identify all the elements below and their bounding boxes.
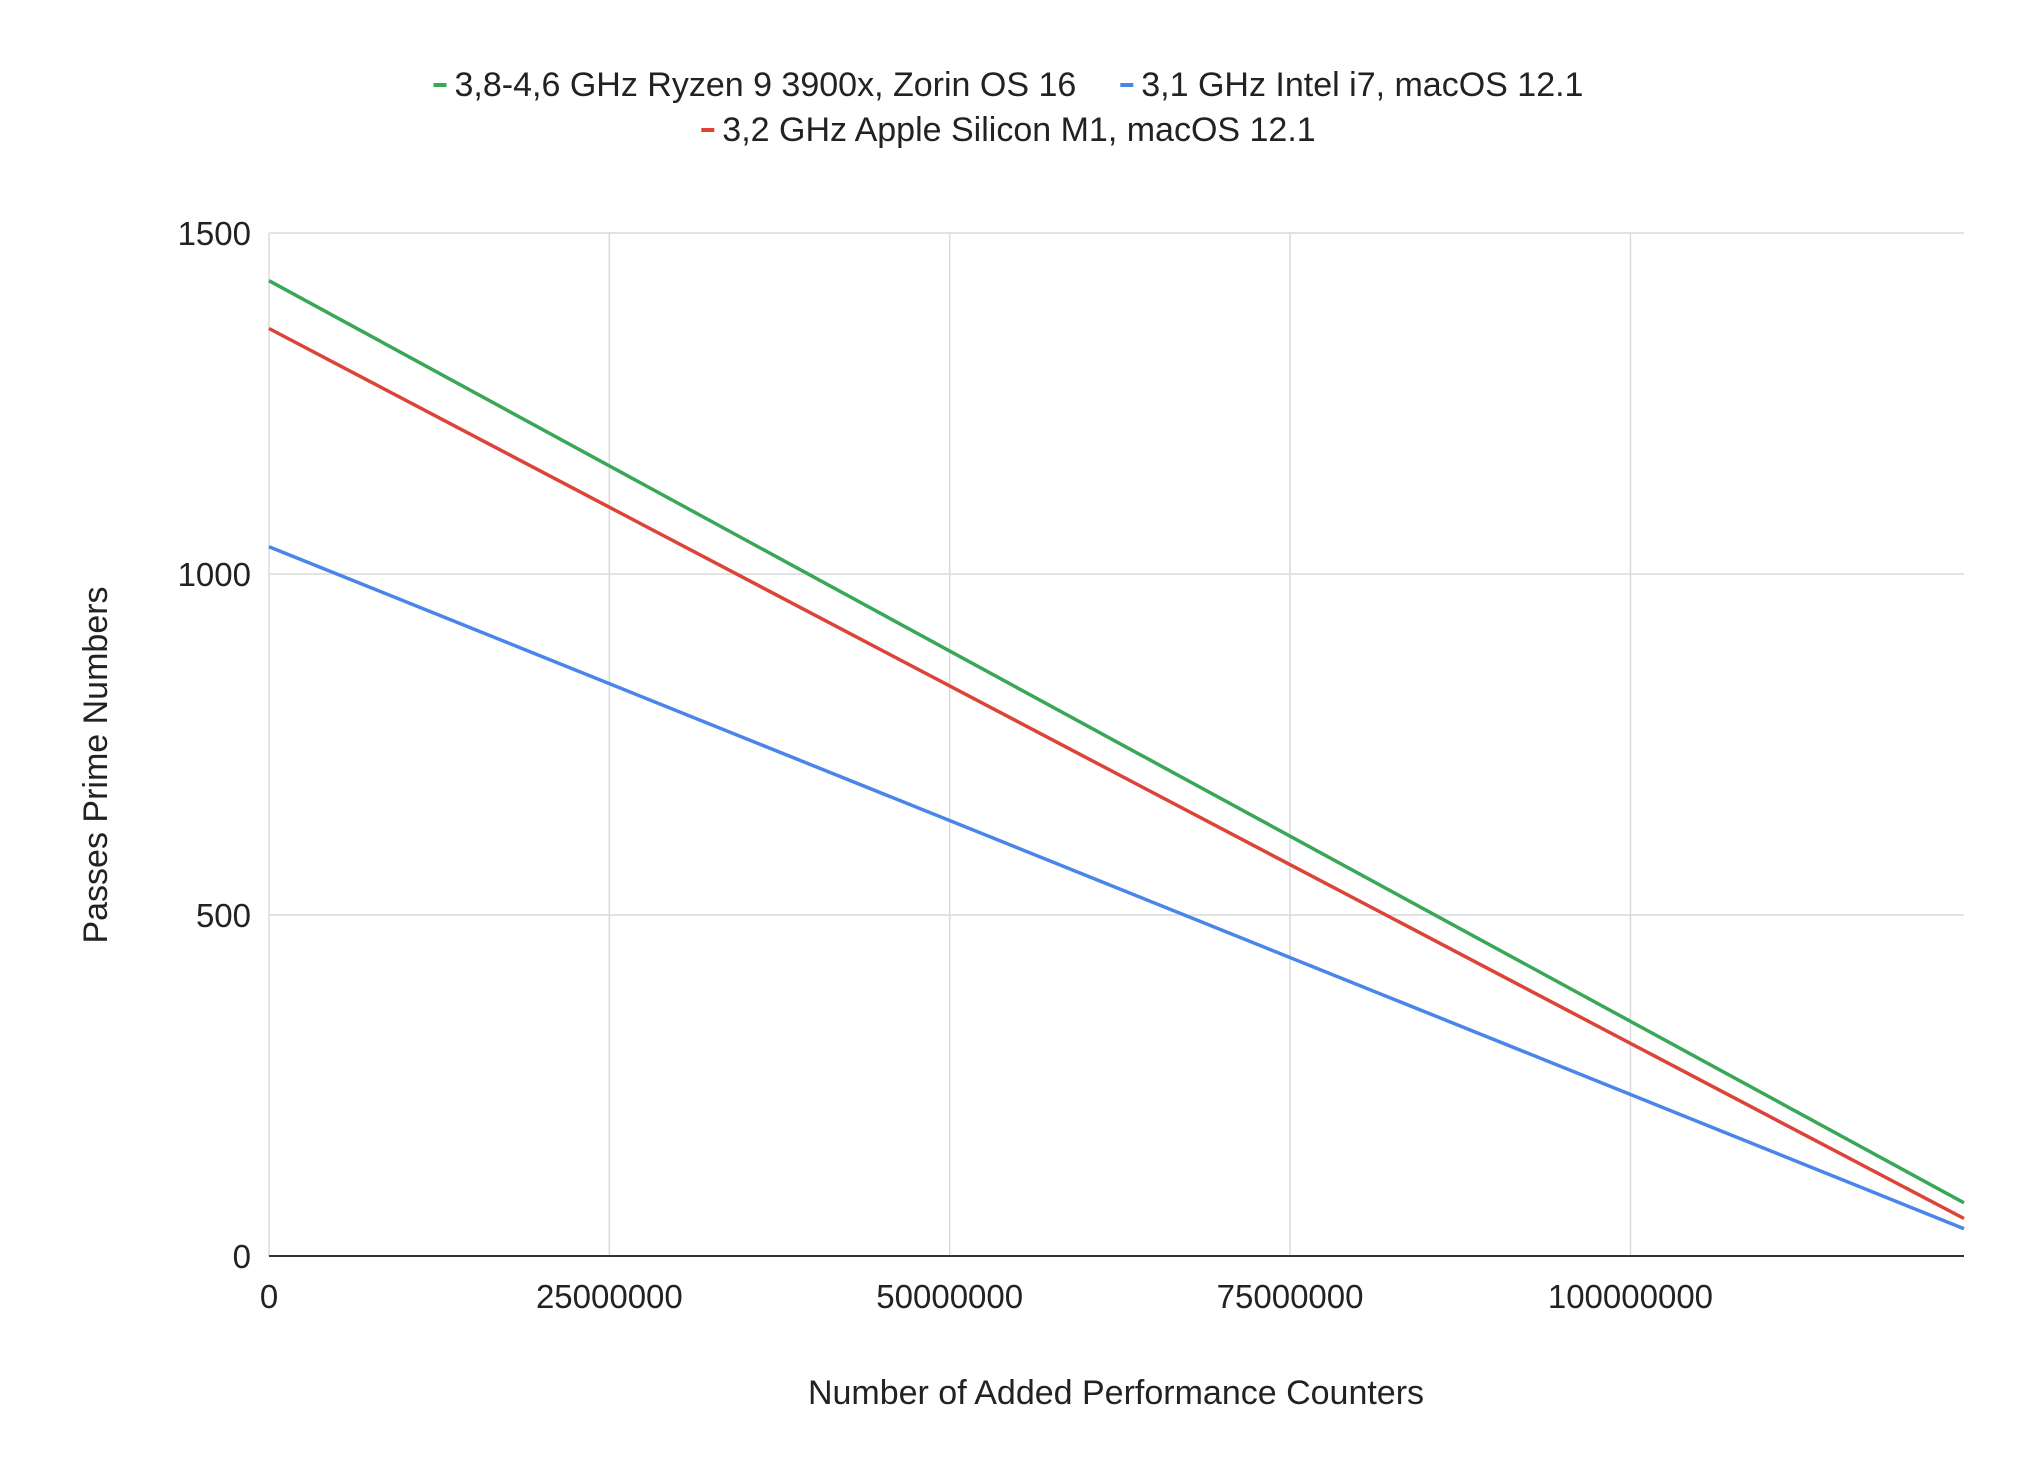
legend-swatch <box>433 83 447 87</box>
x-axis-title: Number of Added Performance Counters <box>808 1374 1424 1412</box>
legend-swatch <box>1120 83 1134 87</box>
x-tick-label: 100000000 <box>1548 1278 1713 1315</box>
y-tick-label: 1000 <box>178 556 251 593</box>
y-tick-label: 0 <box>233 1238 251 1275</box>
series-line-2 <box>268 545 1965 1231</box>
legend-label: 3,2 GHz Apple Silicon M1, macOS 12.1 <box>722 111 1315 149</box>
legend-swatch <box>701 128 715 132</box>
x-tick-label: 25000000 <box>536 1278 683 1315</box>
grid <box>268 232 1964 1256</box>
x-tick-label: 50000000 <box>876 1278 1023 1315</box>
y-tick-label: 500 <box>196 897 251 934</box>
x-tick-label: 75000000 <box>1217 1278 1364 1315</box>
legend-label: 3,1 GHz Intel i7, macOS 12.1 <box>1141 66 1583 104</box>
tick-labels: 0 500 1000 1500 0 25000000 50000000 75000000 100… <box>178 215 1713 1315</box>
x-tick-label: 0 <box>260 1278 278 1315</box>
y-axis-title: Passes Prime Numbers <box>77 586 115 943</box>
series-lines <box>268 279 1965 1231</box>
y-tick-label: 1500 <box>178 215 251 252</box>
legend-label: 3,8-4,6 GHz Ryzen 9 3900x, Zorin OS 16 <box>455 66 1077 104</box>
legend: 3,8-4,6 GHz Ryzen 9 3900x, Zorin OS 16 3,… <box>433 66 1583 149</box>
series-line-3 <box>268 326 1965 1221</box>
series-line-1 <box>268 279 1965 1205</box>
